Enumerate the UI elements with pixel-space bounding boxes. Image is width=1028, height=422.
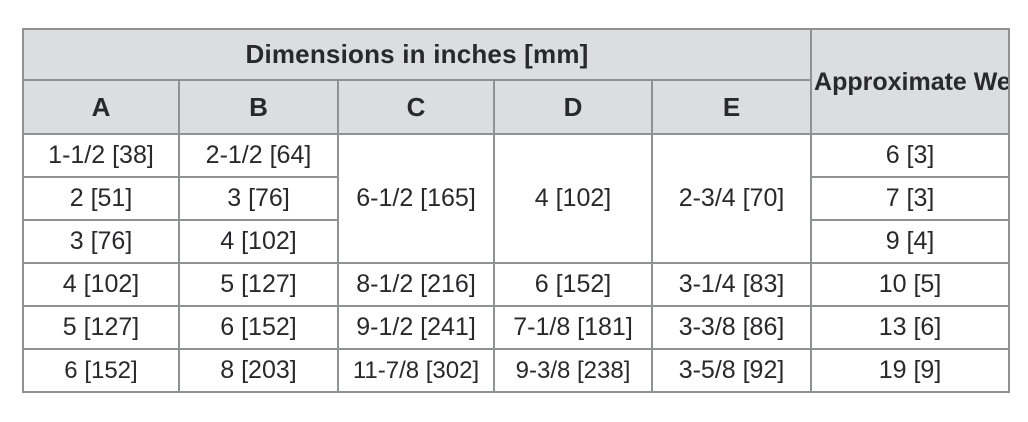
column-header-c: C (337, 79, 495, 135)
cell-weight: 19 [9] (810, 348, 1011, 393)
cell-b: 5 [127] (178, 262, 339, 307)
cell-d: 7-1/8 [181] (493, 305, 653, 350)
column-header-a: A (22, 79, 180, 135)
cell-b: 3 [76] (178, 176, 339, 221)
column-header-b: B (178, 79, 339, 135)
cell-weight: 7 [3] (810, 176, 1011, 221)
cell-weight: 9 [4] (810, 219, 1011, 264)
cell-b: 4 [102] (178, 219, 339, 264)
cell-e-merged: 2-3/4 [70] (650, 133, 813, 264)
table-column-header-row: A B C D E (22, 79, 1009, 135)
cell-weight: 10 [5] (810, 262, 1011, 307)
cell-b: 6 [152] (178, 305, 339, 350)
cell-d-merged: 4 [102] (493, 133, 653, 264)
table-row: 1-1/2 [38] 2-1/2 [64] 6-1/2 [165] 4 [102… (22, 133, 1011, 264)
table-row: 2 [51] 3 [76] 7 [3] (22, 176, 1011, 221)
dimensions-group-header: Dimensions in inches [mm] (21, 28, 813, 81)
column-header-d: D (493, 79, 653, 135)
table-row: 4 [102] 5 [127] 8-1/2 [216] 6 [152] 3-1/… (22, 262, 1011, 307)
cell-a: 2 [51] (22, 176, 180, 221)
cell-a: 4 [102] (22, 262, 180, 307)
cell-c: 11-7/8 [302] (337, 348, 495, 393)
cell-c: 8-1/2 [216] (337, 262, 495, 307)
cell-c: 9-1/2 [241] (337, 305, 495, 350)
weight-column-header: Approximate Weight lb [kg] (810, 28, 1011, 135)
page: Dimensions in inches [mm] Approximate We… (21, 28, 1011, 393)
cell-e: 3-3/8 [86] (650, 305, 813, 350)
cell-c-merged: 6-1/2 [165] (337, 133, 495, 264)
cell-e: 3-5/8 [92] (650, 348, 813, 393)
cell-b: 2-1/2 [64] (178, 133, 339, 178)
cell-a: 5 [127] (22, 305, 180, 350)
cell-e: 3-1/4 [83] (650, 262, 813, 307)
cell-d: 6 [152] (493, 262, 653, 307)
table-group-header-row: Dimensions in inches [mm] Approximate We… (21, 28, 1011, 135)
cell-a: 3 [76] (22, 219, 180, 264)
table-row: 6 [152] 8 [203] 11-7/8 [302] 9-3/8 [238]… (22, 348, 1011, 393)
cell-weight: 6 [3] (810, 133, 1011, 178)
dimensions-weight-table: Dimensions in inches [mm] Approximate We… (21, 28, 1011, 393)
table-row: 3 [76] 4 [102] 9 [4] (22, 219, 1011, 264)
table-row: 5 [127] 6 [152] 9-1/2 [241] 7-1/8 [181] … (22, 305, 1011, 350)
cell-b: 8 [203] (178, 348, 339, 393)
cell-a: 1-1/2 [38] (22, 133, 180, 178)
cell-d: 9-3/8 [238] (493, 348, 653, 393)
cell-weight: 13 [6] (810, 305, 1011, 350)
cell-a: 6 [152] (22, 348, 180, 393)
column-header-e: E (650, 79, 813, 135)
